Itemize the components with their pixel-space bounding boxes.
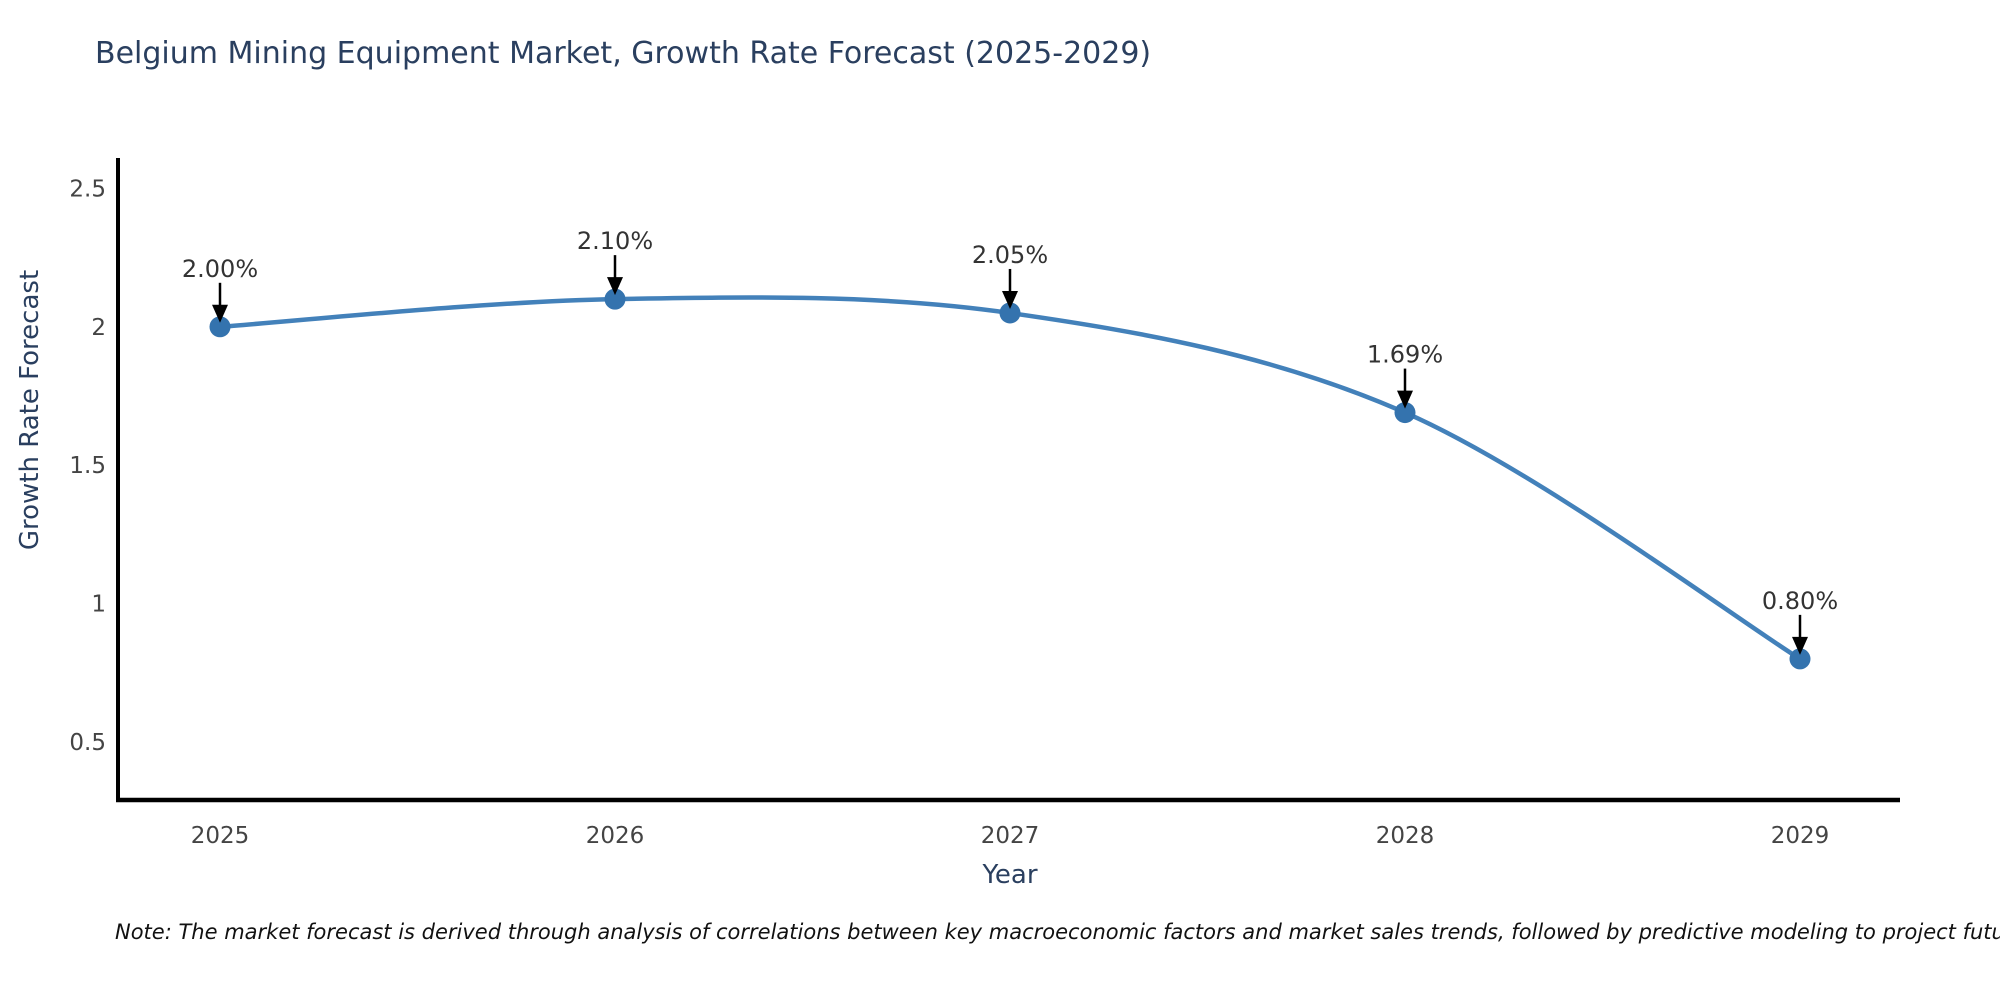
annotation-arrow-head [1792,636,1808,655]
data-point [604,288,626,310]
annotation-arrow-head [1397,390,1413,409]
data-point [1789,648,1811,670]
annotation-arrow-head [212,304,228,323]
data-point-label: 1.69% [1367,341,1443,369]
x-tick-label: 2028 [1376,823,1435,849]
y-tick-label: 1 [91,592,106,618]
y-tick-label: 2.5 [69,176,106,202]
data-point-label: 2.10% [577,227,653,255]
data-point-label: 2.05% [972,241,1048,269]
data-point [999,302,1021,324]
series-line [217,295,1803,662]
x-tick-label: 2025 [191,823,250,849]
x-tick-label: 2026 [586,823,645,849]
x-tick-label: 2029 [1771,823,1830,849]
annotation-arrow-head [1002,290,1018,309]
data-point-label: 0.80% [1762,587,1838,615]
y-axis-title: Growth Rate Forecast [15,269,45,551]
y-tick-label: 2 [91,315,106,341]
data-point-label: 2.00% [182,255,258,283]
chart-title: Belgium Mining Equipment Market, Growth … [95,36,1152,71]
x-tick-label: 2027 [981,823,1040,849]
data-point [1394,402,1416,424]
x-axis-title: Year [982,860,1038,890]
data-point [209,316,231,338]
annotation-arrow-head [607,277,623,296]
y-tick-label: 0.5 [69,730,106,756]
chart-footnote: Note: The market forecast is derived thr… [115,920,2000,944]
y-tick-label: 1.5 [69,453,106,479]
